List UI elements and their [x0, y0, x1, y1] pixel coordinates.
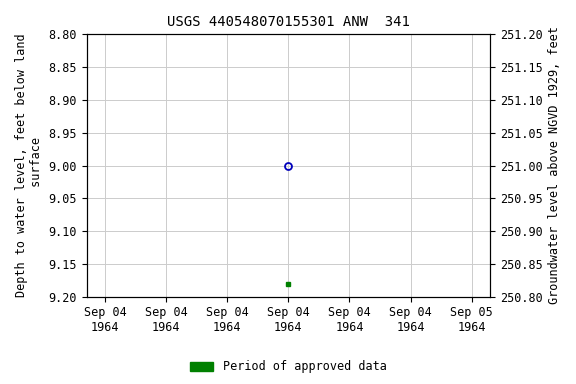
Title: USGS 440548070155301 ANW  341: USGS 440548070155301 ANW 341	[167, 15, 410, 29]
Y-axis label: Depth to water level, feet below land
 surface: Depth to water level, feet below land su…	[15, 34, 43, 297]
Legend: Period of approved data: Period of approved data	[185, 356, 391, 378]
Y-axis label: Groundwater level above NGVD 1929, feet: Groundwater level above NGVD 1929, feet	[548, 26, 561, 305]
